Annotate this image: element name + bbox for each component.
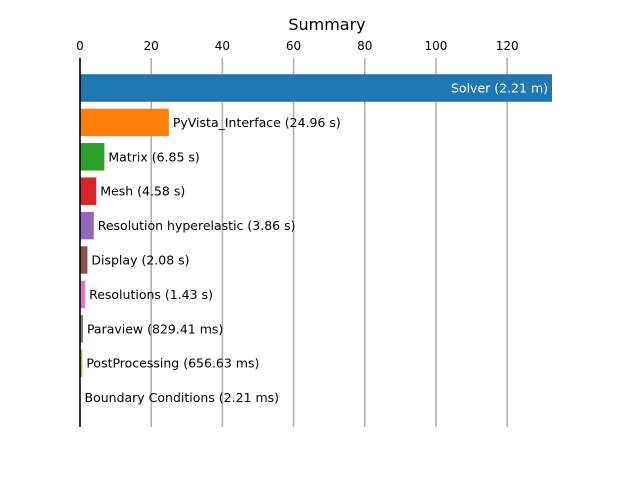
bar-matrix <box>80 143 105 171</box>
bars-group: Solver (2.21 m) PyVista_Interface (24.96 … <box>80 74 552 412</box>
bar-label-mesh: Mesh (4.58 s) <box>100 184 185 199</box>
bar-paraview <box>80 315 83 343</box>
x-tick-label-60: 60 <box>286 39 301 53</box>
bar-label-boundary-conditions: Boundary Conditions (2.21 ms) <box>85 390 280 405</box>
grid-lines <box>150 58 508 427</box>
bar-label-paraview: Paraview (829.41 ms) <box>87 321 223 336</box>
bar-label-resolution-hyperelastic: Resolution hyperelastic (3.86 s) <box>98 218 296 233</box>
bar-display <box>80 246 88 274</box>
bar-resolutions <box>80 280 86 309</box>
bar-label-postprocessing: PostProcessing (656.63 ms) <box>86 356 259 371</box>
x-tick-label-100: 100 <box>425 39 448 53</box>
bar-label-matrix: Matrix (6.85 s) <box>108 149 199 164</box>
x-tick-label-40: 40 <box>215 39 230 53</box>
x-axis-ticks: 0 20 40 60 80 100 120 <box>76 39 518 53</box>
bar-label-solver: Solver (2.21 m) <box>451 81 548 96</box>
bar-postprocessing <box>80 349 83 377</box>
bar-label-pyvista-interface: PyVista_Interface (24.96 s) <box>173 115 341 130</box>
x-tick-label-80: 80 <box>357 39 372 53</box>
bar-resolution-hyperelastic <box>80 211 94 240</box>
bar-pyvista-interface <box>80 108 169 137</box>
bar-label-resolutions: Resolutions (1.43 s) <box>89 287 213 302</box>
bar-mesh <box>80 177 97 205</box>
chart-title: Summary <box>288 15 365 34</box>
bar-solver <box>80 74 552 102</box>
x-tick-label-20: 20 <box>144 39 159 53</box>
x-tick-label-0: 0 <box>76 39 84 53</box>
bar-label-display: Display (2.08 s) <box>91 253 189 268</box>
x-tick-label-120: 120 <box>496 39 519 53</box>
